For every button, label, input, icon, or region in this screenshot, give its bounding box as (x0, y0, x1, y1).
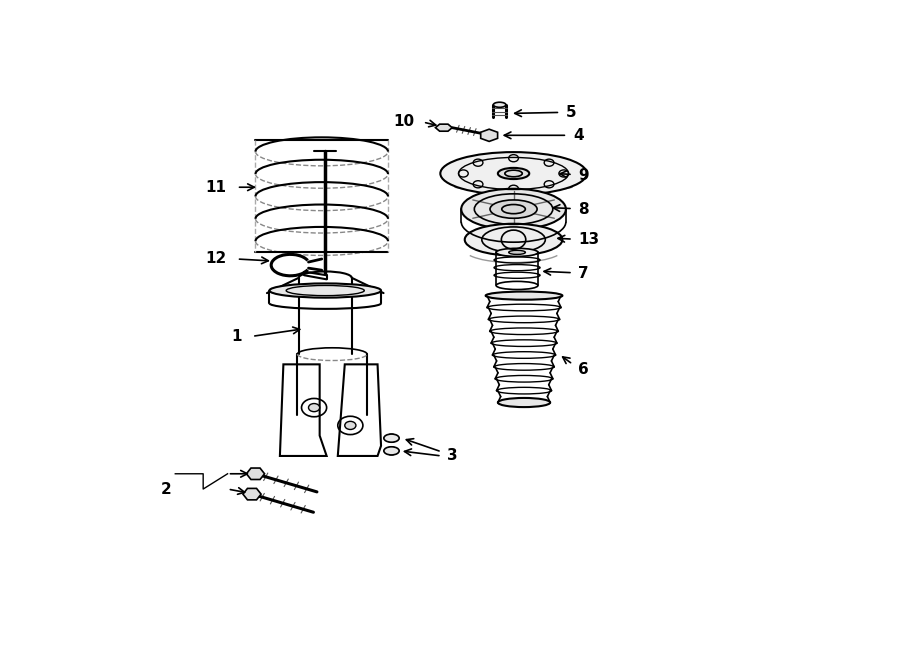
Text: 3: 3 (447, 448, 458, 463)
Ellipse shape (383, 447, 400, 455)
Ellipse shape (498, 168, 529, 179)
Ellipse shape (486, 292, 562, 299)
Ellipse shape (490, 200, 537, 218)
Circle shape (386, 447, 397, 455)
Polygon shape (247, 468, 265, 479)
Circle shape (484, 132, 494, 139)
Ellipse shape (461, 189, 566, 229)
Text: 11: 11 (205, 180, 226, 195)
Text: 1: 1 (231, 329, 241, 344)
Text: 13: 13 (579, 232, 599, 247)
Text: 12: 12 (205, 251, 226, 266)
Text: 2: 2 (161, 482, 172, 496)
Polygon shape (481, 129, 498, 141)
Text: 4: 4 (573, 128, 583, 143)
Ellipse shape (496, 249, 538, 256)
Text: 10: 10 (393, 114, 415, 128)
Text: 9: 9 (579, 167, 590, 182)
Circle shape (345, 421, 356, 430)
Polygon shape (243, 488, 261, 500)
Text: 5: 5 (566, 105, 577, 120)
Ellipse shape (440, 152, 587, 195)
Text: 8: 8 (579, 202, 590, 217)
Ellipse shape (269, 284, 381, 297)
Circle shape (309, 403, 320, 412)
Circle shape (386, 434, 397, 442)
Ellipse shape (498, 398, 550, 407)
Text: 6: 6 (579, 362, 590, 377)
Ellipse shape (493, 102, 506, 107)
Ellipse shape (508, 251, 526, 254)
Ellipse shape (464, 223, 562, 256)
Polygon shape (436, 124, 452, 131)
Ellipse shape (383, 434, 400, 442)
Text: 7: 7 (579, 266, 590, 281)
